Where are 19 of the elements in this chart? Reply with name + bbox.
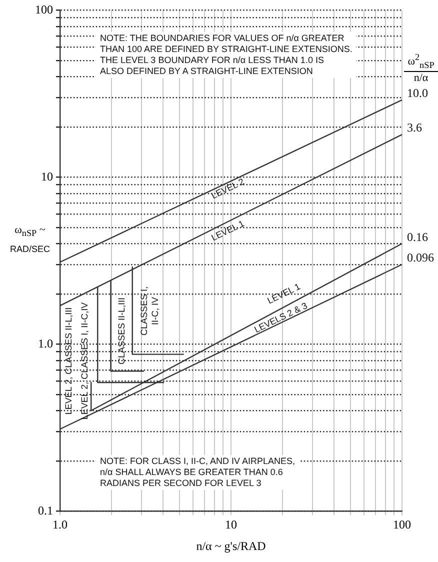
annotation: CLASSES II-L,III bbox=[116, 297, 128, 364]
annotation: CLASSES I, II-C, IV bbox=[138, 286, 161, 336]
series-label: 10.0 bbox=[407, 86, 428, 100]
x-axis-title: n/α ~ g's/RAD bbox=[196, 538, 266, 553]
x-tick-label: 1.0 bbox=[52, 518, 68, 532]
x-tick-label: 100 bbox=[393, 518, 411, 532]
series-label: 0.16 bbox=[407, 230, 428, 244]
annotation: LEVEL 2, CLASSES II-L,III bbox=[64, 307, 75, 414]
annotation: NOTE: THE BOUNDARIES FOR VALUES OF n/α GREATER THAN 100 ARE DEFINED BY STRAIGHT-LINE EXTENSIONS. THE LEVEL 3 BOUNDARY FOR n/α LESS THAN 1.0 IS ALSO DEFINED BY A STRAIGHT-LINE EXTENSION bbox=[96, 32, 356, 78]
y-tick-label: 1.0 bbox=[38, 336, 53, 350]
y-tick-label: 10 bbox=[41, 169, 53, 184]
y-tick-label: 100 bbox=[35, 2, 53, 16]
annotation: LEVEL 2, CLASSES I, II-C,IV bbox=[79, 302, 90, 420]
series-label: 0.096 bbox=[407, 250, 434, 265]
x-tick-label: 10 bbox=[225, 518, 237, 532]
y-axis-title: ω$_{nSP}$ ~ RAD/SEC bbox=[8, 223, 51, 256]
y-tick-label: 0.1 bbox=[38, 503, 53, 518]
annotation: NOTE: FOR CLASS I, II-C, AND IV AIRPLANES, n/α SHALL ALWAYS BE GREATER THAN 0.6 RADIANS PER SECOND FOR LEVEL 3 bbox=[96, 455, 300, 490]
series-label: 3.6 bbox=[407, 120, 422, 135]
